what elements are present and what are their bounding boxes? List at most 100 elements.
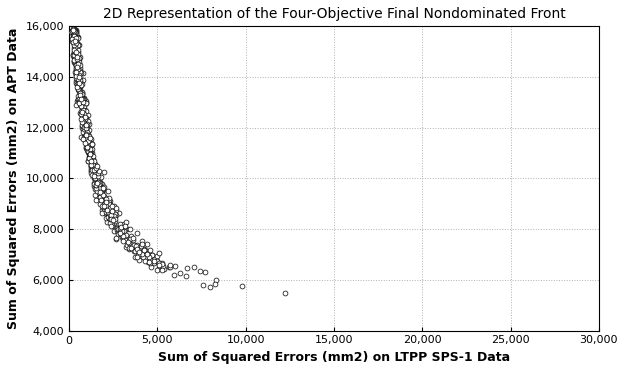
Point: [115, 224, 125, 230]
Point: [92, 184, 103, 190]
Point: [106, 216, 116, 222]
Point: [78, 118, 88, 124]
Point: [69, 32, 79, 38]
Point: [84, 154, 94, 160]
Point: [103, 209, 113, 214]
Point: [92, 180, 102, 186]
Point: [78, 114, 88, 120]
Point: [70, 60, 80, 66]
Point: [90, 171, 100, 177]
Point: [145, 247, 155, 253]
Point: [74, 78, 84, 84]
Point: [73, 55, 83, 61]
Point: [103, 214, 113, 220]
Point: [94, 184, 104, 190]
Point: [71, 59, 81, 65]
Point: [76, 85, 86, 91]
Point: [106, 223, 116, 229]
Point: [104, 208, 114, 214]
Point: [71, 33, 81, 39]
Point: [75, 94, 85, 100]
Point: [76, 95, 86, 101]
Point: [70, 31, 80, 37]
Point: [111, 235, 121, 241]
Point: [74, 81, 84, 87]
Point: [78, 107, 88, 113]
Point: [120, 226, 130, 232]
Point: [84, 155, 94, 161]
Point: [71, 80, 81, 86]
Point: [73, 66, 83, 72]
Point: [124, 240, 134, 246]
Point: [91, 163, 101, 169]
Point: [88, 153, 98, 159]
Point: [130, 248, 140, 254]
Point: [71, 40, 81, 46]
Point: [73, 72, 83, 78]
Point: [96, 190, 106, 196]
Point: [93, 186, 103, 192]
Point: [100, 198, 110, 204]
Point: [116, 230, 126, 236]
Point: [102, 209, 112, 215]
Point: [138, 249, 148, 255]
Point: [122, 237, 132, 243]
Point: [79, 112, 89, 118]
Point: [86, 136, 96, 142]
Point: [99, 197, 109, 203]
Point: [72, 57, 82, 63]
Point: [99, 193, 109, 199]
Point: [113, 225, 123, 231]
Point: [71, 35, 81, 40]
Point: [68, 38, 78, 44]
Point: [116, 221, 126, 227]
Point: [105, 213, 115, 219]
Point: [111, 207, 121, 213]
Point: [89, 173, 99, 179]
Point: [95, 189, 105, 195]
Point: [129, 249, 139, 255]
Point: [73, 42, 83, 48]
Point: [75, 69, 85, 75]
Point: [121, 223, 131, 229]
Point: [91, 165, 101, 171]
Point: [91, 197, 101, 203]
Point: [93, 185, 103, 191]
Point: [147, 252, 157, 258]
Point: [76, 103, 86, 109]
Point: [76, 70, 86, 76]
Point: [74, 72, 84, 78]
Point: [72, 64, 82, 70]
Point: [68, 27, 78, 33]
Point: [132, 254, 142, 260]
Point: [104, 207, 114, 213]
Point: [81, 132, 91, 138]
Point: [73, 81, 83, 86]
Point: [71, 29, 81, 35]
Point: [69, 27, 79, 33]
Point: [73, 53, 83, 59]
Point: [73, 97, 83, 103]
Point: [99, 204, 109, 210]
Point: [91, 181, 101, 187]
Point: [147, 252, 157, 258]
Point: [69, 29, 79, 35]
Point: [144, 255, 154, 260]
Point: [72, 49, 82, 55]
Point: [105, 220, 115, 226]
Point: [131, 243, 141, 249]
Point: [87, 146, 97, 152]
Point: [74, 88, 84, 94]
Point: [86, 157, 96, 162]
Point: [69, 47, 79, 53]
Point: [132, 230, 142, 236]
Point: [72, 50, 82, 56]
Point: [91, 164, 101, 170]
Point: [71, 78, 81, 84]
Point: [69, 30, 79, 36]
Point: [71, 42, 81, 48]
Point: [120, 237, 130, 243]
Point: [84, 151, 94, 157]
Point: [87, 163, 97, 169]
Point: [127, 237, 138, 243]
